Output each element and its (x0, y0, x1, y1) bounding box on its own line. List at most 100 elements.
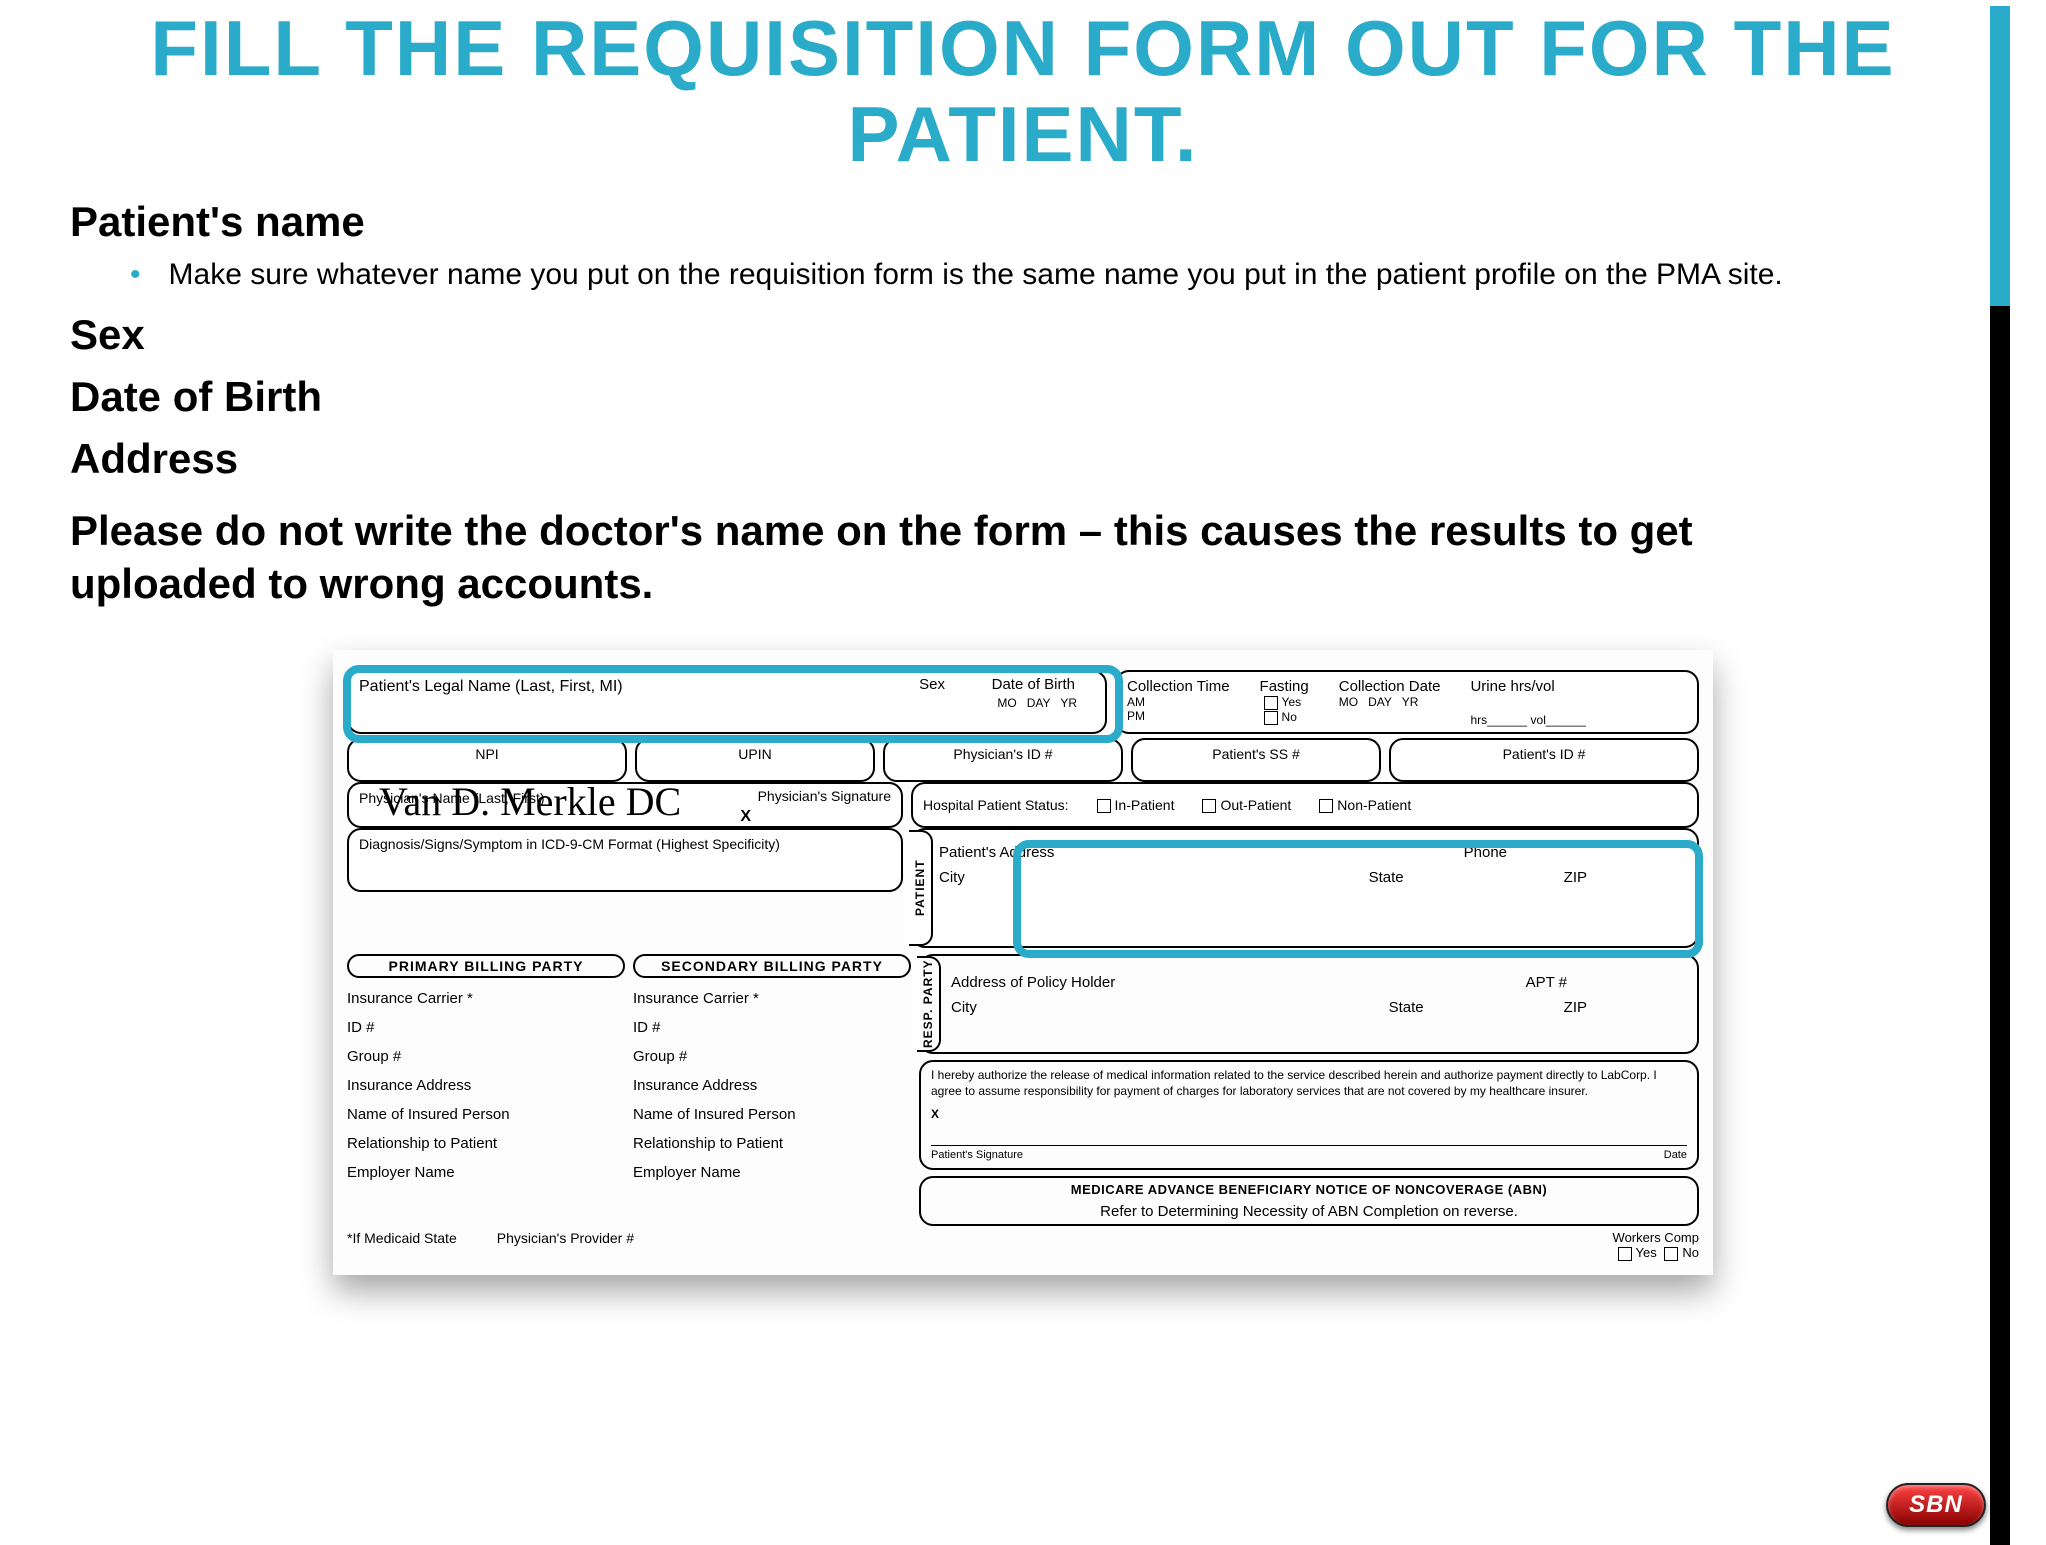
label-group: Group # (633, 1048, 911, 1065)
abn-text: Refer to Determining Necessity of ABN Co… (931, 1203, 1687, 1220)
field-collection: Collection Time AM PM Fasting Yes No Col… (1115, 670, 1699, 734)
label-ins-addr: Insurance Address (633, 1077, 911, 1094)
sub-yr: YR (1402, 695, 1419, 709)
label-state: State (1389, 999, 1424, 1016)
label-address: Patient's Address (939, 844, 1054, 861)
label-ins-addr: Insurance Address (347, 1077, 625, 1094)
checkbox-icon (1664, 1247, 1678, 1261)
field-diagnosis: Diagnosis/Signs/Symptom in ICD-9-CM Form… (347, 828, 903, 892)
right-lower-block: RESP. PARTY Address of Policy Holder APT… (919, 954, 1699, 1226)
accent-bar-teal (1990, 6, 2010, 306)
label-hrs: hrs (1470, 713, 1487, 727)
label: Hospital Patient Status: (923, 797, 1069, 813)
label-relationship: Relationship to Patient (633, 1135, 911, 1152)
tab-resp-party: RESP. PARTY (917, 956, 941, 1052)
requisition-form-image: Patient's Legal Name (Last, First, MI) S… (333, 650, 1713, 1275)
footer-provider: Physician's Provider # (497, 1230, 634, 1261)
label-ins-carrier: Insurance Carrier * (347, 990, 625, 1007)
label-collection-date: Collection Date (1339, 678, 1441, 695)
label-city: City (939, 869, 965, 886)
checkbox-icon (1202, 799, 1216, 813)
field-upin: UPIN (635, 738, 875, 782)
slide-title: FILL THE REQUISITION FORM OUT FOR THE PA… (60, 6, 1986, 178)
abn-block: MEDICARE ADVANCE BENEFICIARY NOTICE OF N… (919, 1176, 1699, 1226)
field-patient-address: PATIENT Patient's Address Phone City Sta… (911, 828, 1699, 948)
workers-comp: Workers Comp Yes No (1613, 1230, 1699, 1261)
wc-no: No (1682, 1245, 1699, 1260)
authorization-block: I hereby authorize the release of medica… (919, 1060, 1699, 1170)
label-vol: vol (1531, 713, 1546, 727)
label-id: ID # (633, 1019, 911, 1036)
label-apt: APT # (1526, 974, 1567, 991)
sbn-logo: SBN (1886, 1483, 1986, 1527)
label-fasting: Fasting (1260, 678, 1309, 695)
label-pm: PM (1127, 709, 1145, 723)
checkbox-icon (1264, 711, 1278, 725)
label-employer: Employer Name (633, 1164, 911, 1181)
label-no: No (1282, 710, 1297, 724)
field-patient-id: Patient's ID # (1389, 738, 1699, 782)
label-relationship: Relationship to Patient (347, 1135, 625, 1152)
checkbox-icon (1097, 799, 1111, 813)
label-insured: Name of Insured Person (347, 1106, 625, 1123)
footer-medicaid: *If Medicaid State (347, 1230, 457, 1261)
checkbox-icon (1618, 1247, 1632, 1261)
header-secondary-billing: SECONDARY BILLING PARTY (633, 954, 911, 978)
label-dob: Date of Birth (992, 676, 1075, 693)
label-wc: Workers Comp (1613, 1230, 1699, 1245)
sub-mo: MO (1339, 695, 1358, 709)
x-mark: X (740, 808, 751, 826)
heading-sex: Sex (70, 311, 1810, 359)
field-physician-id: Physician's ID # (883, 738, 1123, 782)
bullet-patient-name: • Make sure whatever name you put on the… (130, 256, 1790, 294)
field-resp-party: RESP. PARTY Address of Policy Holder APT… (919, 954, 1699, 1054)
label-phone: Phone (1464, 844, 1507, 861)
wc-yes: Yes (1636, 1245, 1657, 1260)
sub-yr: YR (1060, 696, 1077, 710)
field-physician-name: Physician's Name (Last, First) Van D. Me… (347, 782, 903, 828)
label-date: Date (1664, 1148, 1687, 1162)
tab-patient: PATIENT (909, 830, 933, 946)
label-urine: Urine hrs/vol (1470, 678, 1585, 695)
heading-address: Address (70, 435, 1810, 483)
warning-text: Please do not write the doctor's name on… (70, 505, 1790, 610)
opt-outpatient: Out-Patient (1220, 797, 1291, 813)
slide: FILL THE REQUISITION FORM OUT FOR THE PA… (0, 6, 2046, 1545)
label: Patient's Legal Name (Last, First, MI) (359, 678, 623, 695)
heading-patient-name: Patient's name (70, 198, 1810, 246)
label-zip: ZIP (1564, 999, 1587, 1016)
label-employer: Employer Name (347, 1164, 625, 1181)
label-zip: ZIP (1564, 869, 1587, 886)
auth-text: I hereby authorize the release of medica… (931, 1068, 1687, 1099)
label-am: AM (1127, 695, 1145, 709)
label-sex: Sex (919, 676, 945, 693)
label-city: City (951, 999, 977, 1016)
label-state: State (1369, 869, 1404, 886)
secondary-billing: SECONDARY BILLING PARTY Insurance Carrie… (633, 954, 911, 1193)
header-primary-billing: PRIMARY BILLING PARTY (347, 954, 625, 978)
primary-billing: PRIMARY BILLING PARTY Insurance Carrier … (347, 954, 625, 1193)
bullet-text: Make sure whatever name you put on the r… (169, 256, 1783, 294)
x-mark: X (931, 1107, 1687, 1123)
checkbox-icon (1319, 799, 1333, 813)
physician-signature-value: Van D. Merkle DC (379, 778, 681, 825)
sub-mo: MO (997, 696, 1016, 710)
field-patient-ss: Patient's SS # (1131, 738, 1381, 782)
field-hospital-status: Hospital Patient Status: In-Patient Out-… (911, 782, 1699, 828)
label-patient-sig: Patient's Signature (931, 1148, 1023, 1162)
field-npi: NPI (347, 738, 627, 782)
heading-dob: Date of Birth (70, 373, 1810, 421)
accent-bar-black (1990, 306, 2010, 1545)
label-phys-sig: Physician's Signature (758, 788, 891, 804)
label-yes: Yes (1282, 695, 1302, 709)
form-footer: *If Medicaid State Physician's Provider … (333, 1226, 1713, 1275)
label-collection-time: Collection Time (1127, 678, 1230, 695)
bullet-icon: • (130, 256, 141, 294)
opt-inpatient: In-Patient (1115, 797, 1175, 813)
label-ins-carrier: Insurance Carrier * (633, 990, 911, 1007)
field-patient-legal-name: Patient's Legal Name (Last, First, MI) S… (347, 670, 1107, 734)
label-policy-holder: Address of Policy Holder (951, 974, 1115, 991)
sub-day: DAY (1368, 695, 1392, 709)
sub-day: DAY (1027, 696, 1051, 710)
label-id: ID # (347, 1019, 625, 1036)
